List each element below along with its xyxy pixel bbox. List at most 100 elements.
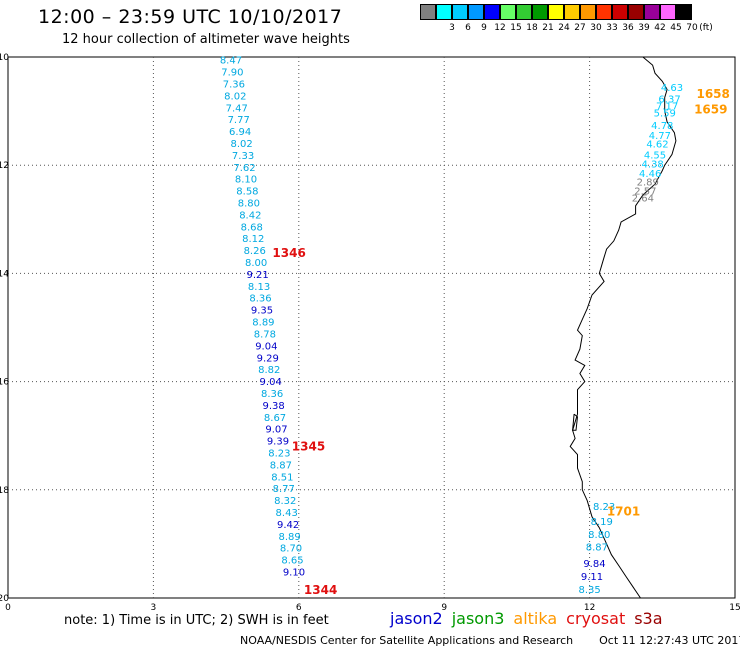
wave-height-value: 8.77 bbox=[273, 484, 295, 495]
wave-height-value: 7.33 bbox=[232, 151, 254, 162]
legend-swatch bbox=[548, 4, 564, 20]
wave-height-value: 8.87 bbox=[586, 543, 608, 554]
wave-height-value: 9.04 bbox=[260, 377, 282, 388]
legend-label: 70 bbox=[686, 23, 698, 33]
wave-height-value: 4.38 bbox=[641, 160, 663, 171]
wave-height-value: 9.21 bbox=[246, 270, 268, 281]
wave-height-value: 7.77 bbox=[228, 115, 250, 126]
pass-time-label: 1701 bbox=[607, 504, 640, 518]
pass-time-label: 1346 bbox=[272, 246, 305, 260]
wave-height-value: 8.47 bbox=[220, 56, 242, 67]
satellite-altika: altika bbox=[513, 609, 558, 628]
legend-swatch bbox=[484, 4, 500, 20]
legend-label: 36 bbox=[622, 23, 634, 33]
legend-swatch bbox=[420, 4, 436, 20]
legend-label: 33 bbox=[606, 23, 618, 33]
legend-swatch bbox=[500, 4, 516, 20]
legend-label: 18 bbox=[526, 23, 538, 33]
legend-swatch bbox=[452, 4, 468, 20]
wave-height-value: 2.64 bbox=[632, 194, 654, 205]
wave-height-value: 9.10 bbox=[283, 567, 305, 578]
coastline bbox=[569, 56, 677, 599]
satellite-cryosat: cryosat bbox=[566, 609, 626, 628]
wave-height-value: 8.78 bbox=[254, 329, 276, 340]
wave-height-value: 5.59 bbox=[654, 109, 676, 120]
wave-height-value: 8.36 bbox=[249, 294, 271, 305]
wave-height-value: 8.26 bbox=[244, 246, 266, 257]
wave-height-value: 4.55 bbox=[644, 150, 666, 161]
legend-label: 15 bbox=[510, 23, 522, 33]
wave-height-value: 2.57 bbox=[634, 187, 656, 198]
wave-height-value: 8.19 bbox=[591, 517, 613, 528]
wave-height-value: 4.63 bbox=[661, 83, 683, 94]
legend-swatch bbox=[532, 4, 548, 20]
x-tick-label: 9 bbox=[441, 603, 447, 613]
wave-height-value: 2.89 bbox=[637, 177, 659, 188]
note-text: note: 1) Time is in UTC; 2) SWH is in fe… bbox=[64, 613, 329, 628]
wave-height-value: 8.23 bbox=[593, 502, 615, 513]
wave-height-value: 9.29 bbox=[257, 353, 279, 364]
wave-height-value: 9.84 bbox=[583, 559, 605, 570]
satellite-legend: jason2 jason3 altika cryosat s3a bbox=[390, 609, 672, 628]
legend-swatch bbox=[596, 4, 612, 20]
legend-label: 3 bbox=[449, 23, 455, 33]
wave-height-value: 4.62 bbox=[646, 140, 668, 151]
wave-height-value: 7.62 bbox=[233, 163, 255, 174]
wave-height-value: 8.51 bbox=[271, 472, 293, 483]
wave-height-value: 8.35 bbox=[578, 585, 600, 596]
legend-swatch bbox=[468, 4, 484, 20]
legend-swatch bbox=[580, 4, 596, 20]
wave-height-value: 8.80 bbox=[588, 530, 610, 541]
pass-time-label: 1658 bbox=[696, 87, 729, 101]
wave-height-value: 9.04 bbox=[255, 341, 277, 352]
footer-credit: NOAA/NESDIS Center for Satellite Applica… bbox=[240, 634, 574, 647]
wave-height-value: 6.37 bbox=[658, 95, 680, 106]
x-tick-label: 6 bbox=[296, 603, 302, 613]
y-tick-label: -10 bbox=[0, 53, 9, 63]
map-frame bbox=[7, 56, 736, 599]
wave-height-value: 8.67 bbox=[264, 413, 286, 424]
wave-height-value: 4.77 bbox=[649, 131, 671, 142]
wave-height-value: 8.65 bbox=[281, 556, 303, 567]
legend-swatch bbox=[564, 4, 580, 20]
legend-swatch bbox=[516, 4, 532, 20]
legend-label: 39 bbox=[638, 23, 650, 33]
pass-time-label: 1345 bbox=[292, 440, 325, 454]
legend-swatch bbox=[644, 4, 660, 20]
wave-height-value: 8.02 bbox=[230, 139, 252, 150]
wave-height-value: 9.35 bbox=[251, 306, 273, 317]
legend-unit: (ft) bbox=[699, 23, 713, 33]
map-title: 12:00 – 23:59 UTC 10/10/2017 bbox=[38, 6, 343, 28]
y-tick-label: -16 bbox=[0, 378, 9, 388]
wave-height-value: 8.80 bbox=[238, 199, 260, 210]
wave-height-value: 9.07 bbox=[265, 425, 287, 436]
wave-height-value: 8.10 bbox=[235, 175, 257, 186]
wave-height-value: 8.13 bbox=[248, 282, 270, 293]
legend-label: 45 bbox=[670, 23, 682, 33]
wave-height-value: 8.87 bbox=[270, 460, 292, 471]
legend-swatch bbox=[660, 4, 676, 20]
legend-label: 6 bbox=[465, 23, 471, 33]
wave-height-value: 8.43 bbox=[276, 508, 298, 519]
legend-swatch bbox=[628, 4, 644, 20]
legend-swatch bbox=[612, 4, 628, 20]
y-tick-label: -14 bbox=[0, 269, 9, 279]
wave-height-value: 4.78 bbox=[651, 121, 673, 132]
legend-label: 12 bbox=[494, 23, 506, 33]
wave-height-value: 7.47 bbox=[226, 103, 248, 114]
y-tick-label: -20 bbox=[0, 594, 9, 604]
legend-swatch bbox=[436, 4, 452, 20]
satellite-jason2: jason2 bbox=[390, 609, 443, 628]
footer: NOAA/NESDIS Center for Satellite Applica… bbox=[240, 634, 740, 647]
wave-height-value: 8.00 bbox=[245, 258, 267, 269]
island-outline bbox=[572, 413, 579, 431]
legend-label: 42 bbox=[654, 23, 666, 33]
wave-height-value: 8.02 bbox=[224, 91, 246, 102]
pass-time-label: 1344 bbox=[304, 583, 337, 597]
satellite-s3a: s3a bbox=[634, 609, 663, 628]
wave-height-value: 8.58 bbox=[236, 187, 258, 198]
wave-height-value: 8.42 bbox=[239, 210, 261, 221]
x-tick-label: 0 bbox=[5, 603, 11, 613]
wave-height-value: 8.68 bbox=[241, 222, 263, 233]
